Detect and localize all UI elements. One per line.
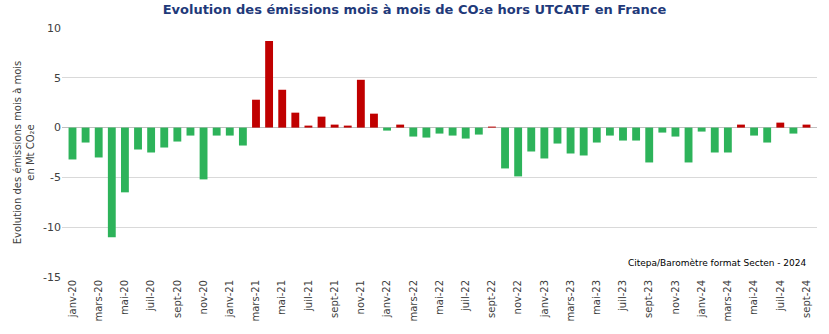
svg-text:sept-24: sept-24 — [801, 280, 812, 318]
svg-text:sept-22: sept-22 — [486, 280, 497, 318]
svg-text:-10: -10 — [43, 221, 61, 234]
svg-text:janv-24: janv-24 — [696, 280, 707, 318]
svg-text:Evolution des émissions mois à: Evolution des émissions mois à moisen Mt… — [12, 61, 36, 245]
svg-text:juil-24: juil-24 — [775, 280, 786, 312]
svg-text:5: 5 — [54, 72, 61, 85]
svg-text:janv-20: janv-20 — [67, 280, 78, 318]
svg-text:janv-21: janv-21 — [224, 280, 235, 318]
svg-text:mai-23: mai-23 — [591, 280, 602, 315]
svg-text:mai-22: mai-22 — [434, 280, 445, 315]
svg-text:Citepa/Baromètre format Secten: Citepa/Baromètre format Secten - 2024 — [628, 258, 807, 268]
svg-text:10: 10 — [47, 22, 61, 35]
svg-text:Evolution des émissions mois à: Evolution des émissions mois à mois de C… — [163, 2, 667, 17]
svg-text:-5: -5 — [50, 171, 61, 184]
svg-text:janv-22: janv-22 — [381, 280, 392, 318]
svg-text:mai-21: mai-21 — [276, 280, 287, 315]
svg-text:mars-23: mars-23 — [565, 280, 576, 322]
svg-text:0: 0 — [54, 121, 61, 134]
svg-text:mai-24: mai-24 — [748, 280, 759, 315]
svg-text:nov-20: nov-20 — [198, 280, 209, 314]
svg-text:sept-21: sept-21 — [329, 280, 340, 318]
svg-text:mars-20: mars-20 — [93, 280, 104, 322]
svg-text:juil-23: juil-23 — [617, 280, 628, 312]
svg-text:juil-20: juil-20 — [145, 280, 156, 312]
svg-text:sept-23: sept-23 — [643, 280, 654, 318]
svg-text:juil-22: juil-22 — [460, 280, 471, 312]
svg-text:janv-23: janv-23 — [539, 280, 550, 318]
svg-text:sept-20: sept-20 — [172, 280, 183, 318]
svg-text:mars-24: mars-24 — [722, 280, 733, 322]
svg-text:mars-22: mars-22 — [408, 280, 419, 322]
svg-text:mai-20: mai-20 — [119, 280, 130, 315]
svg-text:juil-21: juil-21 — [303, 280, 314, 312]
svg-text:-15: -15 — [43, 271, 61, 284]
svg-text:nov-21: nov-21 — [355, 280, 366, 314]
svg-text:mars-21: mars-21 — [250, 280, 261, 322]
svg-text:nov-22: nov-22 — [512, 280, 523, 314]
svg-text:nov-23: nov-23 — [670, 280, 681, 314]
